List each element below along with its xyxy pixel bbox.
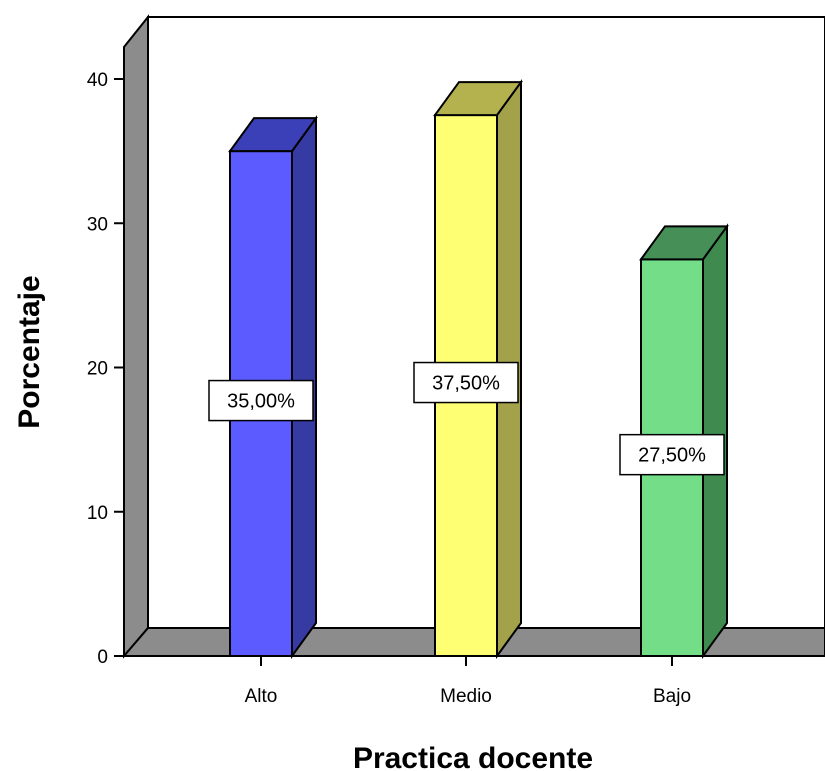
data-label-text: 37,50%: [432, 373, 500, 395]
bar-bajo: 27,50%: [619, 223, 729, 660]
bars-group: 35,00% 37,50% 27,50%: [208, 78, 729, 660]
data-label-text: 35,00%: [227, 391, 295, 413]
x-axis-title: Practica docente: [353, 742, 593, 771]
bar-top-face: [433, 81, 523, 117]
data-label: 27,50%: [619, 433, 725, 476]
bar-top-face: [639, 225, 729, 261]
data-label: 37,50%: [413, 361, 519, 404]
data-label-box: [413, 361, 519, 404]
plot-left-wall: [123, 14, 149, 659]
y-tick-label: 30: [87, 214, 108, 235]
y-axis-title: Porcentaje: [13, 275, 46, 428]
x-tick-label: Bajo: [653, 686, 691, 707]
x-tick-label: Medio: [440, 686, 492, 707]
data-label-box: [208, 379, 314, 422]
bar-medio: 37,50%: [413, 78, 523, 660]
y-tick-label: 0: [97, 647, 108, 668]
bar-alto: 35,00%: [208, 115, 318, 660]
y-axis-ticks: 0 10 20 30 40: [87, 70, 124, 668]
x-axis-tick-labels: Alto Medio Bajo: [245, 656, 691, 707]
data-label-box: [619, 433, 725, 476]
x-tick-label: Alto: [245, 686, 278, 707]
y-tick-label: 40: [87, 70, 108, 91]
data-label-text: 27,50%: [638, 445, 706, 467]
y-tick-label: 10: [87, 503, 108, 524]
bar-top-face: [228, 117, 318, 153]
y-tick-label: 20: [87, 359, 108, 380]
data-label: 35,00%: [208, 379, 314, 422]
